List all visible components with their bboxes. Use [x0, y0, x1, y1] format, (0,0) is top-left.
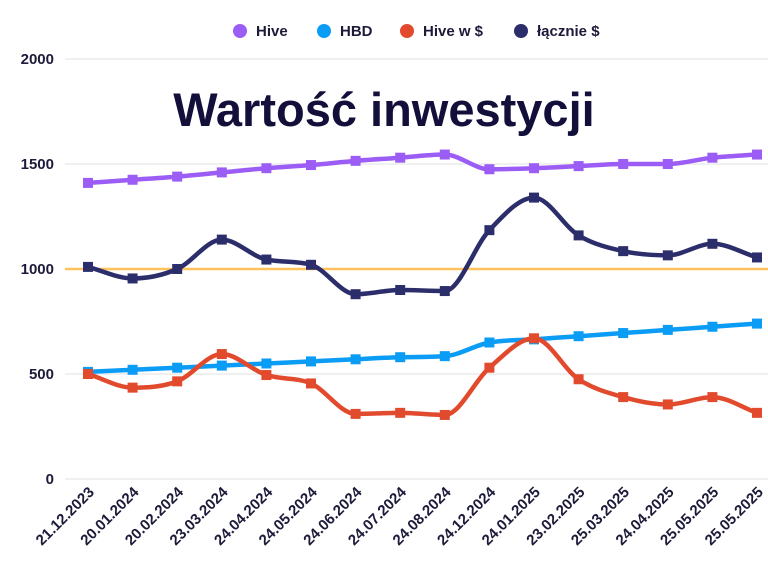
data-point: [484, 225, 495, 236]
data-point: [395, 352, 406, 363]
legend-label-total-usd: łącznie $: [537, 23, 600, 40]
chart-title: Wartość inwestycji: [173, 83, 594, 136]
data-point: [127, 382, 138, 393]
data-point: [350, 289, 361, 300]
data-point: [127, 174, 138, 185]
data-point: [172, 171, 183, 182]
data-point: [752, 318, 762, 329]
series-line: [85, 195, 760, 297]
data-point: [752, 149, 762, 160]
data-point: [707, 392, 718, 403]
data-point: [573, 161, 584, 172]
data-point: [573, 374, 584, 385]
data-point: [707, 152, 718, 163]
data-point: [261, 358, 272, 369]
data-point: [618, 392, 629, 403]
data-point: [662, 324, 673, 335]
legend-item-total-usd: łącznie $: [514, 23, 600, 40]
y-tick-label: 0: [46, 471, 54, 488]
data-point: [395, 152, 406, 163]
data-point: [172, 362, 183, 373]
data-point: [127, 273, 138, 284]
data-point: [618, 246, 629, 257]
data-point: [261, 254, 272, 265]
data-point: [484, 164, 495, 175]
y-tick-label: 500: [29, 366, 54, 383]
data-point: [306, 356, 316, 367]
data-point: [306, 378, 316, 389]
data-point: [662, 159, 673, 169]
data-point: [752, 252, 762, 263]
data-point: [618, 328, 629, 339]
series-line: [85, 336, 760, 418]
data-point: [707, 321, 718, 332]
y-tick-label: 2000: [21, 51, 54, 68]
data-point: [662, 399, 673, 410]
legend-swatch-total-usd: [514, 24, 528, 38]
legend: Hive HBD Hive w $ łącznie $: [233, 23, 600, 40]
series-line: [85, 321, 760, 375]
data-point: [216, 234, 227, 245]
data-point: [529, 192, 539, 203]
data-point: [573, 230, 584, 241]
series-0: [83, 149, 762, 188]
data-point: [484, 337, 495, 348]
data-point: [662, 250, 673, 261]
data-point: [172, 264, 183, 274]
series-2: [83, 333, 762, 420]
data-point: [618, 159, 629, 169]
data-point: [261, 370, 272, 381]
data-point: [261, 163, 272, 174]
data-point: [439, 149, 450, 160]
y-tick-label: 1500: [21, 156, 54, 173]
data-point: [83, 261, 93, 272]
data-point: [439, 351, 450, 362]
legend-label-hive-usd: Hive w $: [423, 23, 484, 40]
legend-item-hbd: HBD: [317, 23, 373, 40]
series-1: [83, 318, 762, 377]
data-point: [83, 177, 93, 188]
data-point: [439, 409, 450, 420]
series-3: [83, 192, 762, 300]
data-point: [484, 362, 495, 373]
data-point: [573, 331, 584, 342]
data-point: [216, 349, 227, 360]
data-point: [306, 160, 316, 171]
legend-label-hive: Hive: [256, 23, 288, 40]
data-point: [395, 407, 406, 418]
data-point: [83, 369, 93, 379]
data-point: [350, 155, 361, 166]
legend-swatch-hbd: [317, 24, 331, 38]
legend-item-hive: Hive: [233, 23, 288, 40]
data-point: [350, 354, 361, 365]
data-point: [216, 360, 227, 371]
y-tick-label: 1000: [21, 261, 54, 278]
series-line: [85, 152, 760, 186]
x-axis: 21.12.202320.01.202420.02.202423.03.2024…: [33, 483, 767, 549]
data-point: [395, 285, 406, 295]
legend-swatch-hive-usd: [400, 24, 414, 38]
y-axis: 0 500 1000 1500 2000: [21, 51, 54, 488]
data-point: [529, 333, 539, 344]
data-point: [439, 286, 450, 297]
data-point: [172, 376, 183, 387]
legend-swatch-hive: [233, 24, 247, 38]
data-point: [529, 163, 539, 174]
data-point: [216, 167, 227, 178]
data-point: [306, 259, 316, 270]
legend-label-hbd: HBD: [340, 23, 373, 40]
data-point: [707, 238, 718, 249]
series-group: [83, 149, 762, 420]
data-point: [350, 408, 361, 419]
data-point: [752, 407, 762, 418]
data-point: [127, 364, 138, 375]
legend-item-hive-usd: Hive w $: [400, 23, 484, 40]
